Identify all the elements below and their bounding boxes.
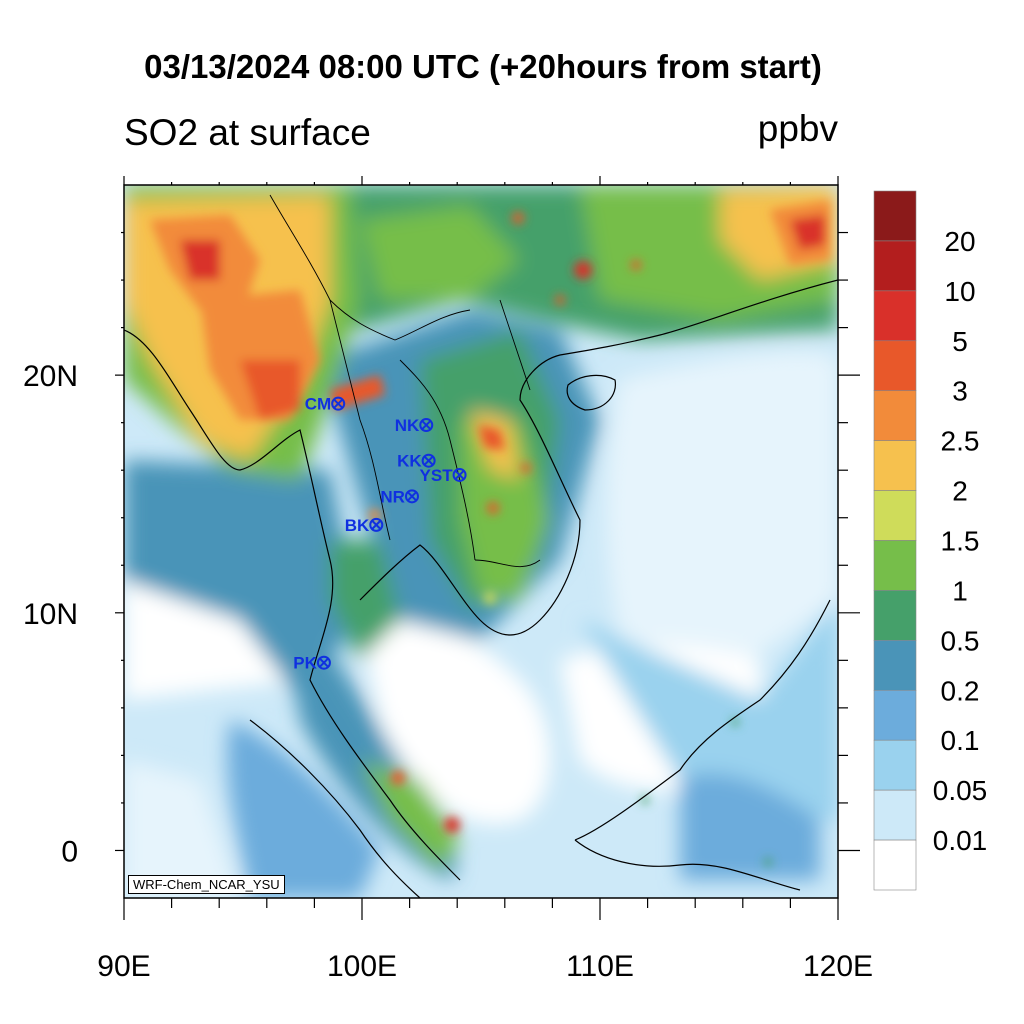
colorbar-label: 10 [944,276,975,307]
station-label: NK [395,416,420,435]
station-marker-icon [404,489,419,504]
x-tick-label: 120E [803,950,873,983]
station-marker-icon [316,655,331,670]
borders [269,194,541,568]
colorbar-label: 2.5 [941,426,980,457]
y-tick-label: 10N [23,598,78,631]
station-label: BK [345,516,370,535]
colorbar-swatch [873,739,917,791]
colorbar-swatch [873,440,917,491]
coastlines [124,279,838,898]
station-bk: BK [345,516,384,535]
station-label: NR [380,487,405,506]
colorbar-swatch [873,340,917,392]
map-title: 03/13/2024 08:00 UTC (+20hours from star… [144,48,822,85]
station-nk: NK [395,416,434,435]
y-tick-label: 0 [61,835,78,868]
station-marker-icon [419,418,434,433]
colorbar-swatch [873,789,917,841]
station-kk: KK [397,452,436,471]
map-frame [123,184,839,899]
station-label: PK [293,654,317,673]
so2-field [124,185,838,898]
colorbar-swatch [873,190,917,242]
variable-label: SO2 at surface [124,112,371,153]
station-nr: NR [380,487,419,506]
station-label: KK [397,452,422,471]
colorbar-label: 0.1 [941,725,980,756]
station-label: CM [305,395,331,414]
colorbar-label: 5 [952,326,968,357]
station-cm: CM [305,395,346,414]
colorbar-swatch [873,839,917,891]
colorbar-swatch [873,290,917,342]
colorbar-label: 20 [944,226,975,257]
station-marker-icon [369,517,384,532]
station-marker-icon [421,453,436,468]
x-tick-label: 90E [97,950,150,983]
colorbar-label: 0.2 [941,675,980,706]
colorbar-swatch [873,240,917,292]
colorbar-label: 0.01 [933,825,988,856]
y-tick-label: 20N [23,360,78,393]
axis-ticks: 90E 100E 110E 120E 20N 10N 0 [23,176,873,983]
colorbar-swatch [873,490,917,541]
colorbar-swatch [873,540,917,591]
station-yst: YST [420,466,467,485]
station-label: YST [420,466,454,485]
model-credit: WRF-Chem_NCAR_YSU [128,875,285,894]
colorbar-swatch [873,689,917,741]
colorbar-label: 1.5 [941,526,980,557]
colorbar-swatch [873,640,917,691]
colorbar-label: 3 [952,376,968,407]
colorbar-swatch [873,590,917,641]
station-marker-icon [331,396,346,411]
colorbar-label: 0.05 [933,775,988,806]
x-tick-label: 110E [566,950,634,983]
colorbar-swatch [873,390,917,441]
x-tick-label: 100E [327,950,397,983]
colorbar-label: 0.5 [941,625,980,656]
station-pk: PK [293,654,331,673]
colorbar-label: 1 [952,575,968,606]
colorbar-label: 2 [952,476,968,507]
units-label: ppbv [757,108,838,149]
colorbar: 20 10 5 3 2.5 2 1.5 1 0.5 0.2 0.1 0.05 0.01 [873,190,988,891]
station-marker-icon [452,467,467,482]
